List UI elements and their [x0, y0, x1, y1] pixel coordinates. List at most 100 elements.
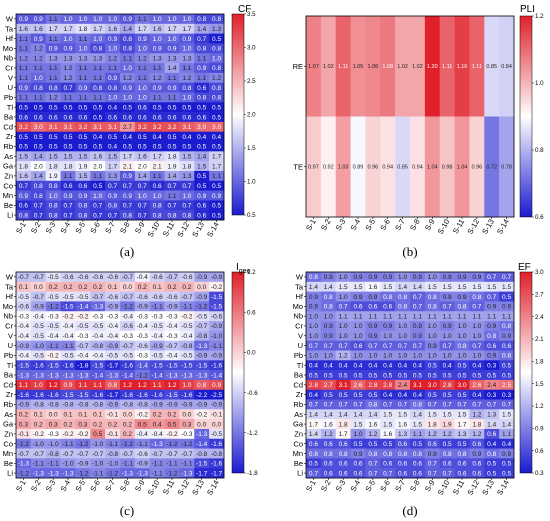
cell-value-label: -1.3: [166, 372, 178, 379]
cell-value-label: 0.9: [78, 193, 87, 200]
cell-value-label: -1.8: [77, 362, 89, 369]
cell-value-label: 0.8: [457, 451, 466, 458]
heatmap-cell: [90, 311, 106, 322]
cell-value-label: 0.9: [383, 274, 392, 281]
cell-value-label: -0.3: [166, 313, 178, 320]
cell-value-label: -0.7: [18, 274, 30, 281]
cell-value-label: 0.5: [443, 392, 452, 399]
cell-value-label: 0.98: [442, 165, 453, 171]
heatmap-cell: [120, 72, 136, 83]
heatmap-cell: [365, 272, 381, 283]
heatmap-cell: [164, 72, 180, 83]
heatmap-cell: [45, 92, 61, 103]
cell-value-label: -1.1: [107, 441, 119, 448]
heatmap-cell: [439, 379, 455, 391]
column-tick-label: S-13: [480, 479, 496, 497]
heatmap-cell: [179, 121, 195, 133]
heatmap-cell: [16, 458, 32, 469]
cell-value-label: 1.0: [428, 353, 437, 360]
heatmap-cell: [105, 438, 121, 449]
cell-value-label: 1.1: [182, 65, 191, 72]
cell-value-label: -0.3: [18, 313, 30, 320]
heatmap-cell: [120, 438, 136, 449]
column-tick-label: S-4: [349, 479, 363, 494]
heatmap-cell: [350, 428, 366, 440]
heatmap-cell: [30, 180, 47, 191]
heatmap-cell: [179, 190, 195, 201]
cell-value-label: -0.3: [77, 333, 89, 340]
row-tick-label: W: [296, 273, 304, 282]
cell-value-label: -1.0: [48, 441, 60, 448]
heatmap-cell: [60, 448, 76, 459]
heatmap-cell: [320, 379, 337, 391]
cell-value-label: 0.7: [413, 304, 422, 311]
heatmap-cell: [410, 321, 426, 332]
heatmap-cell: [410, 370, 426, 381]
cell-value-label: -1.7: [196, 470, 208, 477]
cell-value-label: 0.6: [353, 343, 362, 350]
heatmap-cell: [320, 399, 337, 410]
cell-value-label: -0.9: [18, 343, 30, 350]
cell-value-label: 0.8: [93, 85, 102, 92]
heatmap-cell: [424, 16, 441, 117]
heatmap-cell: [320, 419, 337, 430]
heatmap-cell: [484, 468, 500, 479]
cell-value-label: 0.5: [34, 134, 43, 141]
cell-value-label: -1.5: [18, 362, 30, 369]
cell-value-label: 0.9: [368, 294, 377, 301]
cell-value-label: 0.5: [63, 134, 72, 141]
heatmap-cell: [306, 291, 322, 302]
heatmap-cell: [335, 458, 351, 469]
heatmap-cell: [320, 311, 337, 322]
cell-value-label: 1.8: [78, 26, 87, 33]
cell-value-label: 1.0: [182, 16, 191, 23]
heatmap-cell: [194, 281, 210, 292]
column-tick-label: S-3: [334, 218, 348, 233]
cell-value-label: 0.5: [353, 441, 362, 448]
cell-value-label: 2.0: [34, 163, 43, 170]
heatmap-cell: [105, 428, 121, 440]
heatmap-cell: [134, 379, 151, 391]
cell-value-label: 1.0: [153, 193, 162, 200]
cell-value-label: 0.94: [412, 165, 423, 171]
heatmap-cell: [209, 438, 225, 449]
row-tick-label: As: [4, 410, 13, 419]
cell-value-label: 0.9: [502, 451, 511, 458]
heatmap-cell: [424, 281, 441, 292]
cell-value-label: -1.0: [107, 461, 119, 468]
cell-value-label: 2.8: [309, 382, 318, 389]
heatmap-cell: [90, 301, 106, 312]
cell-value-label: 0.96: [472, 165, 483, 171]
cell-value-label: 0.8: [383, 294, 392, 301]
cell-value-label: 0.8: [108, 203, 117, 210]
cell-value-label: 0.4: [353, 362, 362, 369]
cell-value-label: 0.85: [397, 165, 408, 171]
heatmap-cell: [16, 409, 32, 420]
cell-value-label: 1.2: [49, 382, 58, 389]
cell-value-label: 0.7: [487, 294, 496, 301]
heatmap-cell: [164, 151, 180, 162]
cell-value-label: 2.8: [383, 382, 392, 389]
heatmap-cell: [60, 33, 76, 44]
heatmap-cell: [194, 350, 210, 361]
heatmap-cell: [60, 272, 76, 283]
cell-value-label: 3.1: [63, 124, 72, 131]
cell-value-label: 0.3: [49, 421, 58, 428]
cell-value-label: 0.5: [212, 104, 221, 111]
heatmap-cell: [194, 370, 210, 381]
cell-value-label: 1.3: [153, 55, 162, 62]
cell-value-label: -0.5: [33, 333, 45, 340]
heatmap-cell: [105, 350, 121, 361]
heatmap-cell: [45, 14, 61, 25]
heatmap-cell: [365, 370, 381, 381]
cell-value-label: 0.6: [78, 183, 87, 190]
cell-value-label: -1.1: [122, 461, 134, 468]
heatmap-cell: [439, 409, 455, 420]
cell-value-label: 1.7: [167, 26, 176, 33]
cell-value-label: -0.5: [33, 353, 45, 360]
cell-value-label: 1.0: [339, 333, 348, 340]
column-tick-label: S-8: [408, 218, 422, 233]
cell-value-label: 1.0: [383, 353, 392, 360]
cell-value-label: -0.9: [211, 274, 223, 281]
heatmap-cell: [209, 370, 225, 381]
